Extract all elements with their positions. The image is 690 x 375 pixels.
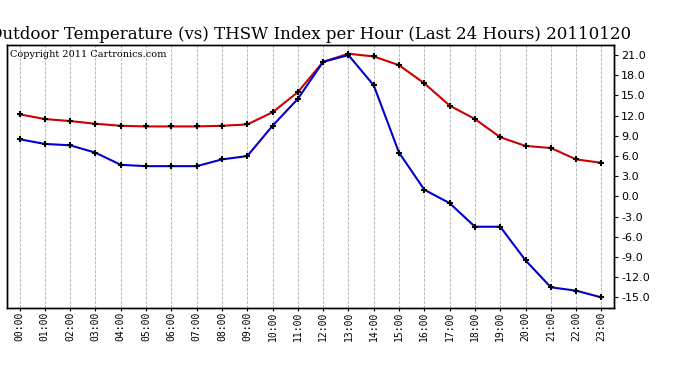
Text: Outdoor Temperature (vs) THSW Index per Hour (Last 24 Hours) 20110120: Outdoor Temperature (vs) THSW Index per … [0,26,631,43]
Text: Copyright 2011 Cartronics.com: Copyright 2011 Cartronics.com [10,50,166,59]
